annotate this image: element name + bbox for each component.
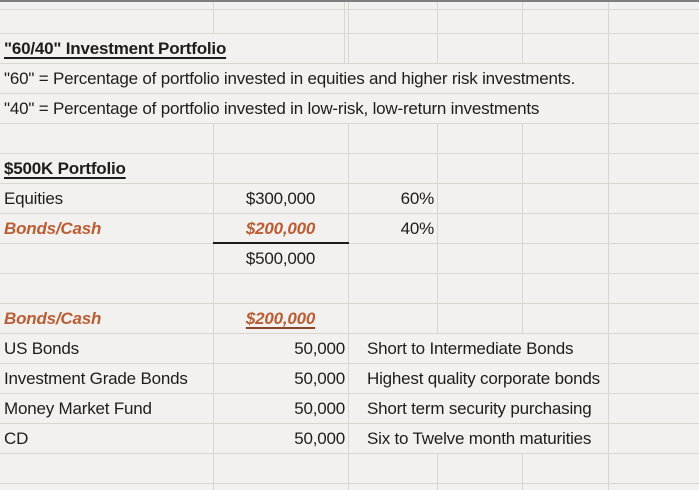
h-gridline	[0, 303, 699, 304]
h-gridline	[0, 123, 699, 124]
cell-cd-label[interactable]: CD	[4, 429, 29, 448]
cell-cd-desc[interactable]: Six to Twelve month maturities	[350, 424, 600, 453]
h-gridline	[0, 273, 699, 274]
h-gridline	[0, 243, 699, 244]
cell-usbonds-label[interactable]: US Bonds	[4, 339, 79, 358]
v-gridline	[608, 0, 609, 490]
h-gridline	[0, 333, 699, 334]
h-gridline	[0, 183, 699, 184]
cell-igbonds-label[interactable]: Investment Grade Bonds	[4, 369, 188, 388]
total-sum-border	[213, 242, 349, 244]
cell-usbonds-amount[interactable]: 50,000	[294, 339, 345, 358]
cell-usbonds-desc[interactable]: Short to Intermediate Bonds	[350, 334, 582, 363]
cell-breakdown-header-label[interactable]: Bonds/Cash	[4, 309, 102, 328]
cell-portfolio-header[interactable]: $500K Portfolio	[4, 159, 126, 178]
top-border	[0, 0, 699, 2]
v-gridline	[348, 0, 349, 490]
h-gridline	[0, 483, 699, 484]
v-gridline	[437, 0, 438, 490]
cell-mmf-amount[interactable]: 50,000	[294, 399, 345, 418]
cell-bonds-pct[interactable]: 40%	[400, 219, 435, 238]
cell-igbonds-amount[interactable]: 50,000	[294, 369, 345, 388]
h-gridline	[0, 9, 699, 10]
h-gridline	[0, 33, 699, 34]
cell-cd-amount[interactable]: 50,000	[294, 429, 345, 448]
h-gridline	[0, 453, 699, 454]
cell-total-amount[interactable]: $500,000	[245, 249, 316, 268]
cell-mmf-label[interactable]: Money Market Fund	[4, 399, 152, 418]
cell-igbonds-desc[interactable]: Highest quality corporate bonds	[350, 364, 608, 393]
h-gridline	[0, 153, 699, 154]
v-gridline	[522, 0, 523, 490]
h-gridline	[0, 423, 699, 424]
cell-bonds-amount[interactable]: $200,000	[245, 219, 316, 238]
h-gridline	[0, 213, 699, 214]
cell-subtitle-60[interactable]: "60" = Percentage of portfolio invested …	[0, 64, 575, 93]
h-gridline	[0, 393, 699, 394]
cell-equities-pct[interactable]: 60%	[400, 189, 435, 208]
cell-bonds-label[interactable]: Bonds/Cash	[4, 219, 102, 238]
cell-equities-amount[interactable]: $300,000	[245, 189, 316, 208]
cell-title[interactable]: "60/40" Investment Portfolio	[0, 34, 226, 63]
cell-equities-label[interactable]: Equities	[4, 189, 63, 208]
h-gridline	[0, 63, 699, 64]
v-gridline	[213, 0, 214, 490]
v-gridline	[344, 0, 345, 63]
h-gridline	[0, 363, 699, 364]
cell-breakdown-header-amount[interactable]: $200,000	[245, 309, 316, 328]
h-gridline	[0, 93, 699, 94]
cell-subtitle-40[interactable]: "40" = Percentage of portfolio invested …	[0, 94, 539, 123]
cell-mmf-desc[interactable]: Short term security purchasing	[350, 394, 600, 423]
